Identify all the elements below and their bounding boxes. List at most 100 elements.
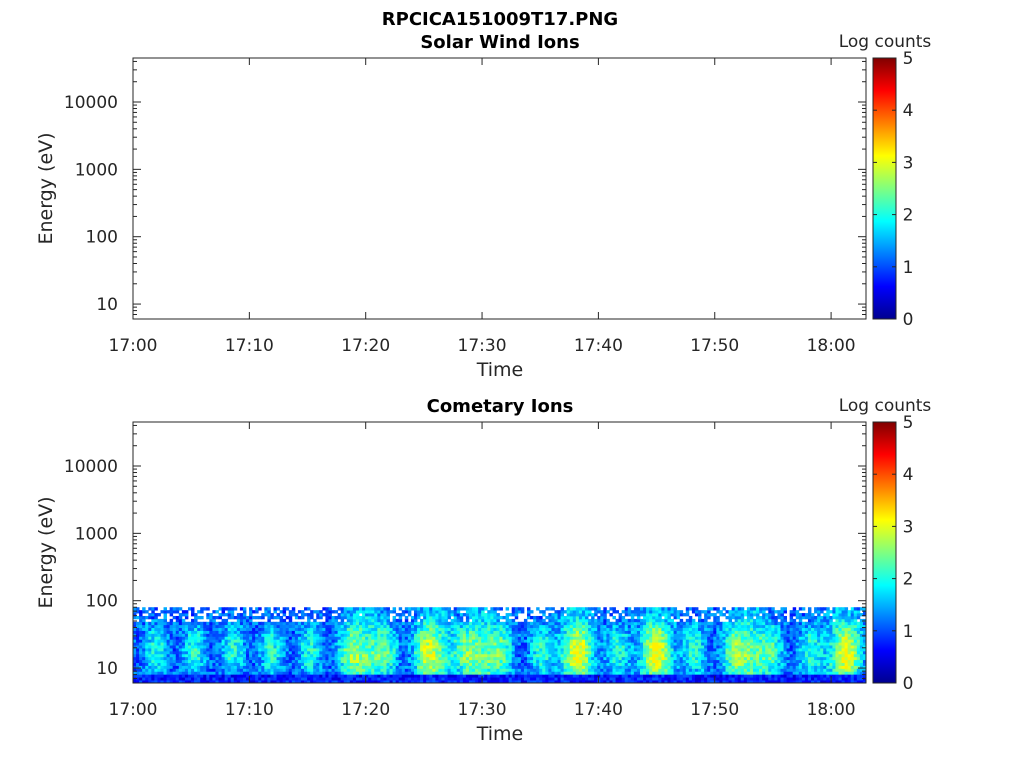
spectrogram-cell: [423, 633, 426, 636]
spectrogram-cell: [655, 657, 658, 660]
spectrogram-cell: [701, 645, 704, 648]
spectrogram-cell: [310, 631, 313, 634]
spectrogram-cell: [594, 619, 597, 622]
spectrogram-cell: [160, 660, 163, 663]
spectrogram-cell: [170, 610, 173, 613]
spectrogram-cell: [142, 642, 145, 645]
spectrogram-cell: [689, 642, 692, 645]
spectrogram-cell: [405, 616, 408, 619]
spectrogram-cell: [515, 628, 518, 631]
spectrogram-cell: [365, 668, 368, 671]
spectrogram-cell: [457, 625, 460, 628]
spectrogram-cell: [640, 639, 643, 642]
spectrogram-cell: [301, 660, 304, 663]
spectrogram-cell: [576, 607, 579, 610]
spectrogram-cell: [185, 625, 188, 628]
spectrogram-cell: [677, 636, 680, 639]
spectrogram-cell: [503, 677, 506, 680]
spectrogram-cell: [710, 654, 713, 657]
spectrogram-cell: [606, 642, 609, 645]
spectrogram-cell: [228, 674, 231, 677]
spectrogram-cell: [356, 677, 359, 680]
spectrogram-cell: [692, 666, 695, 669]
spectrogram-cell: [643, 677, 646, 680]
spectrogram-cell: [463, 622, 466, 625]
spectrogram-cell: [591, 654, 594, 657]
spectrogram-cell: [170, 668, 173, 671]
spectrogram-cell: [277, 616, 280, 619]
spectrogram-cell: [524, 619, 527, 622]
spectrogram-cell: [616, 645, 619, 648]
spectrogram-cell: [606, 625, 609, 628]
spectrogram-cell: [371, 663, 374, 666]
spectrogram-cell: [515, 616, 518, 619]
spectrogram-cell: [616, 651, 619, 654]
spectrogram-cell: [655, 642, 658, 645]
spectrogram-cell: [176, 636, 179, 639]
spectrogram-cell: [341, 616, 344, 619]
spectrogram-cell: [160, 668, 163, 671]
spectrogram-cell: [503, 616, 506, 619]
spectrogram-cell: [255, 671, 258, 674]
spectrogram-cell: [674, 645, 677, 648]
spectrogram-cell: [710, 651, 713, 654]
spectrogram-cell: [475, 642, 478, 645]
spectrogram-cell: [273, 633, 276, 636]
x-tick-label: 17:50: [690, 336, 739, 356]
spectrogram-cell: [585, 674, 588, 677]
spectrogram-cell: [524, 625, 527, 628]
spectrogram-cell: [167, 631, 170, 634]
spectrogram-cell: [512, 671, 515, 674]
spectrogram-cell: [460, 642, 463, 645]
spectrogram-cell: [472, 616, 475, 619]
spectrogram-cell: [139, 613, 142, 616]
spectrogram-cell: [310, 645, 313, 648]
spectrogram-cell: [164, 677, 167, 680]
spectrogram-cell: [435, 613, 438, 616]
spectrogram-cell: [188, 631, 191, 634]
spectrogram-cell: [478, 610, 481, 613]
spectrogram-cell: [710, 677, 713, 680]
spectrogram-cell: [240, 666, 243, 669]
spectrogram-cell: [209, 639, 212, 642]
spectrogram-cell: [273, 622, 276, 625]
spectrogram-cell: [393, 616, 396, 619]
spectrogram-cell: [322, 666, 325, 669]
spectrogram-cell: [582, 671, 585, 674]
spectrogram-cell: [564, 663, 567, 666]
spectrogram-cell: [157, 674, 160, 677]
spectrogram-cell: [597, 677, 600, 680]
spectrogram-cell: [258, 616, 261, 619]
spectrogram-cell: [423, 607, 426, 610]
spectrogram-cell: [661, 622, 664, 625]
spectrogram-cell: [414, 639, 417, 642]
spectrogram-cell: [603, 654, 606, 657]
spectrogram-cell: [536, 663, 539, 666]
spectrogram-cell: [273, 636, 276, 639]
spectrogram-cell: [264, 677, 267, 680]
spectrogram-cell: [267, 616, 270, 619]
spectrogram-cell: [225, 654, 228, 657]
spectrogram-cell: [671, 671, 674, 674]
spectrogram-cell: [164, 625, 167, 628]
spectrogram-cell: [347, 666, 350, 669]
spectrogram-cell: [713, 636, 716, 639]
spectrogram-cell: [328, 671, 331, 674]
spectrogram-cell: [295, 674, 298, 677]
spectrogram-cell: [267, 657, 270, 660]
spectrogram-cell: [283, 645, 286, 648]
spectrogram-cell: [729, 651, 732, 654]
spectrogram-cell: [460, 674, 463, 677]
spectrogram-cell: [680, 666, 683, 669]
spectrogram-cell: [658, 645, 661, 648]
spectrogram-cell: [640, 677, 643, 680]
spectrogram-cell: [377, 663, 380, 666]
spectrogram-cell: [185, 616, 188, 619]
spectrogram-cell: [558, 671, 561, 674]
spectrogram-cell: [466, 631, 469, 634]
spectrogram-cell: [438, 607, 441, 610]
spectrogram-cell: [399, 613, 402, 616]
spectrogram-cell: [713, 648, 716, 651]
spectrogram-cell: [548, 616, 551, 619]
spectrogram-cell: [225, 663, 228, 666]
